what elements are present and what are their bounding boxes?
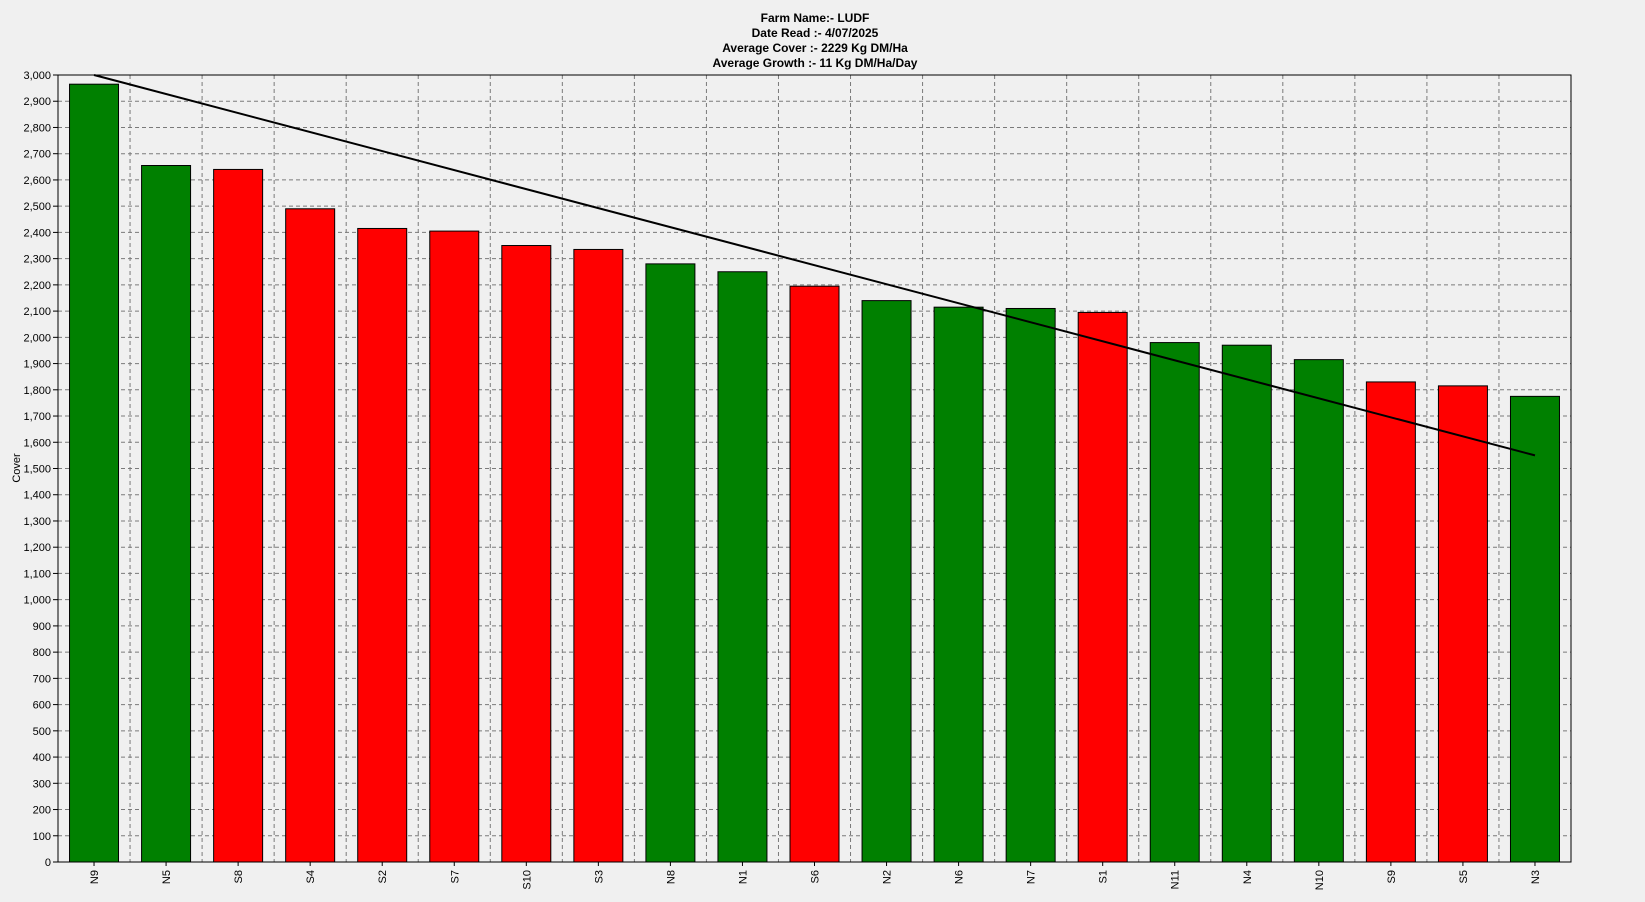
bar-s3 [573,248,624,863]
bar-n11 [1149,342,1200,863]
y-tick-label: 500 [33,726,51,738]
x-tick-label-s5: S5 [1458,870,1470,883]
y-tick-label: 2,100 [23,306,51,318]
bar-n2 [861,300,912,863]
y-tick-label: 600 [33,700,51,712]
y-tick-label: 1,900 [23,359,51,371]
y-axis-ticks: 0 100 200 300 400 500 600 700 800 900 1,000 1,100 1,… [23,70,58,869]
date-read-text: Date Read :- 4/07/2025 [752,26,879,40]
bar-n3 [1509,395,1560,863]
y-tick-label: 1,800 [23,385,51,397]
bar-s2 [357,227,408,863]
bar-s9 [1365,381,1416,863]
target-line-group [93,74,1536,457]
farm-name-text: Farm Name:- LUDF [761,11,870,25]
y-tick-label: 0 [45,857,51,869]
y-tick-label: 1,300 [23,516,51,528]
bar-n1 [717,271,768,863]
y-tick-label: 800 [33,647,51,659]
x-tick-label-n1: N1 [737,870,749,884]
x-tick-label-s7: S7 [449,870,461,883]
y-tick-label: 300 [33,778,51,790]
bar-n7 [1005,307,1056,863]
bar-n9 [69,83,120,863]
bar-n4 [1221,344,1272,863]
y-tick-label: 200 [33,805,51,817]
x-tick-label-s9: S9 [1386,870,1398,883]
y-tick-label: 1,400 [23,490,51,502]
x-tick-label-s6: S6 [810,870,822,883]
x-tick-label-n11: N11 [1170,870,1182,889]
y-tick-label: 1,200 [23,542,51,554]
y-tick-label: 2,600 [23,175,51,187]
x-tick-label-n7: N7 [1026,870,1038,884]
y-tick-label: 2,500 [23,201,51,213]
average-growth-text: Average Growth :- 11 Kg DM/Ha/Day [713,56,918,70]
bars [69,83,1560,863]
y-tick-label: 2,000 [23,332,51,344]
x-tick-label-s2: S2 [377,870,389,883]
bar-n5 [141,165,192,863]
y-tick-label: 2,200 [23,280,51,292]
x-tick-label-s10: S10 [521,870,533,890]
x-tick-label-s1: S1 [1098,870,1110,883]
y-tick-label: 700 [33,673,51,685]
bar-s6 [789,285,840,863]
x-tick-label-n6: N6 [954,870,966,884]
x-axis-ticks: N9 N5 S8 S4 S2 S7 S10 S3 N8 N1 S6 N2 N6 N7 S1 N11 N4 N10 S… [89,862,1542,890]
bar-s1 [1077,311,1128,863]
y-tick-label: 2,800 [23,122,51,134]
y-tick-label: 1,700 [23,411,51,423]
y-tick-label: 2,300 [23,254,51,266]
bar-s8 [213,168,264,863]
x-tick-label-n9: N9 [89,870,101,884]
y-tick-label: 1,500 [23,464,51,476]
y-tick-label: 1,000 [23,595,51,607]
chart-header: Farm Name:- LUDF Date Read :- 4/07/2025 … [713,11,918,70]
x-tick-label-n4: N4 [1242,870,1254,884]
y-axis-title: Cover [11,453,23,483]
x-tick-label-n10: N10 [1314,870,1326,890]
x-tick-label-n5: N5 [161,870,173,884]
y-tick-label: 1,100 [23,568,51,580]
x-tick-label-n3: N3 [1530,870,1542,884]
y-tick-label: 100 [33,831,51,843]
y-tick-label: 2,400 [23,227,51,239]
x-tick-label-s4: S4 [305,870,317,883]
bar-s10 [501,245,552,863]
bar-s7 [429,230,480,863]
y-tick-label: 400 [33,752,51,764]
y-tick-label: 3,000 [23,70,51,82]
bar-n6 [933,306,984,863]
bar-s5 [1437,385,1488,863]
x-tick-label-n8: N8 [665,870,677,884]
bar-s4 [285,208,336,863]
y-tick-label: 1,600 [23,437,51,449]
target-line [93,74,1536,457]
bar-n10 [1293,359,1344,863]
bar-n8 [645,263,696,863]
x-tick-label-s8: S8 [233,870,245,883]
x-tick-label-s3: S3 [593,870,605,883]
y-tick-label: 900 [33,621,51,633]
average-cover-text: Average Cover :- 2229 Kg DM/Ha [722,41,908,55]
y-tick-label: 2,900 [23,96,51,108]
y-tick-label: 2,700 [23,149,51,161]
x-tick-label-n2: N2 [882,870,894,884]
